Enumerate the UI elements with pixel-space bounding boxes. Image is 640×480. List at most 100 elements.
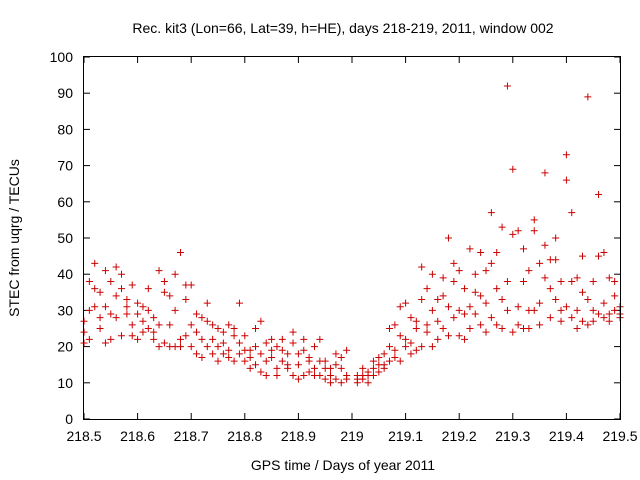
data-point: [423, 328, 431, 336]
data-point: [482, 267, 490, 275]
data-point: [214, 357, 222, 365]
data-point: [166, 343, 174, 351]
data-point: [337, 353, 345, 361]
data-point: [455, 267, 463, 275]
data-point: [386, 357, 394, 365]
data-point: [300, 346, 308, 354]
data-point: [278, 357, 286, 365]
data-point: [257, 317, 265, 325]
data-point: [262, 339, 270, 347]
data-point: [423, 285, 431, 293]
data-point: [557, 306, 565, 314]
x-tick-label: 218.6: [120, 428, 155, 444]
data-point: [198, 335, 206, 343]
data-point: [139, 317, 147, 325]
data-point: [268, 346, 276, 354]
data-point: [444, 234, 452, 242]
data-point: [327, 372, 335, 380]
data-point: [412, 346, 420, 354]
data-point: [96, 314, 104, 322]
data-point: [514, 303, 522, 311]
data-point: [219, 350, 227, 358]
data-point: [246, 346, 254, 354]
data-point: [573, 325, 581, 332]
data-point: [520, 277, 528, 285]
data-point: [487, 314, 495, 322]
data-point: [482, 328, 490, 336]
data-point: [91, 259, 99, 267]
y-tick-label: 60: [57, 194, 73, 210]
data-point: [391, 346, 399, 354]
data-point: [536, 299, 544, 307]
data-point: [176, 248, 184, 256]
data-point: [514, 321, 522, 329]
data-point: [118, 270, 126, 278]
data-point: [428, 306, 436, 314]
data-point: [332, 350, 340, 358]
data-point: [176, 335, 184, 343]
data-point: [187, 343, 195, 351]
data-point: [160, 339, 168, 347]
data-point: [595, 191, 603, 199]
data-point: [477, 248, 485, 256]
data-point: [219, 339, 227, 347]
data-point: [450, 259, 458, 267]
data-point: [455, 332, 463, 340]
data-point: [176, 343, 184, 351]
data-point: [509, 230, 517, 238]
data-point: [230, 357, 238, 365]
data-point: [209, 335, 217, 343]
data-point: [343, 375, 351, 383]
data-point: [466, 245, 474, 253]
y-tick-label: 90: [57, 85, 73, 101]
data-point: [219, 328, 227, 336]
data-point: [428, 270, 436, 278]
data-point: [407, 350, 415, 358]
data-point: [128, 332, 136, 340]
data-point: [444, 303, 452, 311]
y-axis-label: STEC from uqrg / TECUs: [6, 159, 22, 317]
data-point: [407, 339, 415, 347]
data-point: [541, 274, 549, 282]
data-point: [536, 259, 544, 267]
data-point: [562, 151, 570, 159]
data-point: [144, 325, 152, 332]
data-point: [589, 306, 597, 314]
data-point: [546, 314, 554, 322]
data-point: [252, 361, 260, 369]
data-point: [530, 216, 538, 224]
data-point: [310, 343, 318, 351]
data-point: [482, 299, 490, 307]
data-point: [85, 335, 93, 343]
y-tick-label: 10: [57, 375, 73, 391]
data-point: [407, 314, 415, 322]
data-point: [520, 245, 528, 253]
data-point: [402, 299, 410, 307]
data-point: [552, 296, 560, 304]
data-point: [402, 343, 410, 351]
data-point: [584, 93, 592, 101]
y-tick-label: 30: [57, 302, 73, 318]
data-point: [128, 321, 136, 329]
data-point: [123, 296, 131, 304]
data-point: [257, 350, 265, 358]
data-point: [305, 368, 313, 376]
data-point: [503, 82, 511, 90]
data-point: [402, 335, 410, 343]
data-point: [584, 321, 592, 329]
data-point: [520, 325, 528, 332]
data-point: [107, 310, 115, 318]
data-point: [187, 281, 195, 289]
data-point: [305, 357, 313, 365]
data-point: [530, 227, 538, 235]
data-point: [278, 335, 286, 343]
x-tick-label: 219.1: [388, 428, 423, 444]
data-point: [300, 335, 308, 343]
x-tick-label: 219.5: [602, 428, 637, 444]
data-point: [514, 227, 522, 235]
data-point: [252, 325, 260, 332]
data-point: [369, 364, 377, 372]
data-point: [477, 321, 485, 329]
data-point: [584, 296, 592, 304]
data-point: [434, 296, 442, 304]
